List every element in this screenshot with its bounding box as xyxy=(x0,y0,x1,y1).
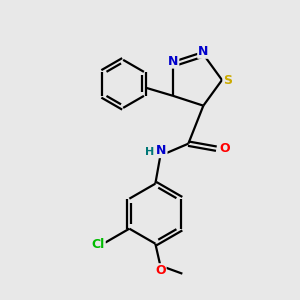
Text: Cl: Cl xyxy=(92,238,105,251)
Text: S: S xyxy=(224,74,232,86)
Text: O: O xyxy=(219,142,230,155)
Text: N: N xyxy=(198,45,208,58)
Text: N: N xyxy=(168,55,178,68)
Text: N: N xyxy=(156,144,167,157)
Text: H: H xyxy=(145,147,154,157)
Text: O: O xyxy=(155,264,166,277)
